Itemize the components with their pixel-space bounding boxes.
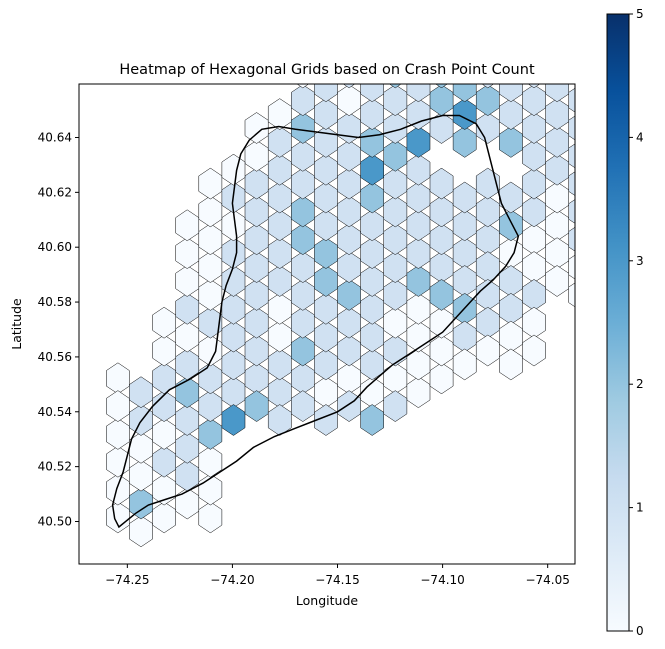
y-tick-label: 40.58 <box>38 295 72 309</box>
hex-cell <box>314 404 338 436</box>
plot-frame <box>78 83 576 565</box>
hex-cell <box>568 171 575 196</box>
hex-cell <box>499 181 523 214</box>
hex-cell <box>314 84 338 103</box>
hex-cell <box>568 143 575 169</box>
y-axis: 40.50 40.52 40.54 40.56 40.58 40.60 40.62 40.64 <box>38 130 79 528</box>
x-axis: −74.25 −74.20 −74.15 −74.10 −74.05 <box>105 564 570 587</box>
hex-cell <box>429 279 454 311</box>
y-tick-label: 40.52 <box>38 460 72 474</box>
y-tick-label: 40.60 <box>38 240 72 254</box>
hex-cell <box>545 265 569 297</box>
colorbar-tick-label: 0 <box>636 624 644 638</box>
y-tick-label: 40.56 <box>38 350 72 364</box>
hex-cell <box>106 362 130 395</box>
hex-cell <box>106 390 130 422</box>
y-axis-label: Latitude <box>9 298 24 350</box>
hex-cell <box>360 84 384 103</box>
hex-cell <box>522 279 546 311</box>
colorbar-tick-label: 3 <box>636 254 644 268</box>
hex-cell <box>389 84 402 89</box>
colorbar-ticks: 0 1 2 3 4 5 <box>629 7 644 638</box>
hex-cell <box>499 348 523 381</box>
x-axis-label: Longitude <box>296 593 358 608</box>
hex-cell <box>452 84 477 103</box>
y-tick-label: 40.50 <box>38 514 72 528</box>
hex-cell <box>429 167 454 200</box>
hex-cell <box>568 199 575 224</box>
hex-cell <box>522 306 546 339</box>
hex-cell <box>568 282 575 308</box>
hex-cell <box>383 390 408 422</box>
hex-cell <box>568 87 575 113</box>
x-tick-label: −74.15 <box>315 573 359 587</box>
colorbar-tick-label: 2 <box>636 377 644 391</box>
hex-cell <box>152 306 176 339</box>
x-tick-label: −74.20 <box>210 573 254 587</box>
x-tick-label: −74.05 <box>525 573 569 587</box>
hex-cell <box>435 84 448 89</box>
hex-cell <box>406 84 431 103</box>
hex-cell <box>267 98 292 130</box>
hex-cell <box>267 404 292 436</box>
hex-cell <box>296 84 310 89</box>
x-tick-label: −74.25 <box>105 573 149 587</box>
hex-cell <box>545 84 569 103</box>
hex-cell <box>452 348 477 381</box>
chart-title: Heatmap of Hexagonal Grids based on Cras… <box>119 62 535 78</box>
hex-cell <box>527 84 541 89</box>
hex-cell <box>342 84 356 89</box>
y-tick-label: 40.62 <box>38 185 72 199</box>
colorbar-tick-label: 4 <box>636 130 644 144</box>
plot-area <box>106 84 575 548</box>
y-tick-label: 40.54 <box>38 405 72 419</box>
hex-cell <box>522 334 546 367</box>
x-tick-label: −74.10 <box>420 573 464 587</box>
colorbar <box>606 13 630 632</box>
hex-cell <box>360 404 384 436</box>
hex-cell <box>221 404 246 436</box>
colorbar-tick-label: 5 <box>636 7 644 21</box>
island-outline <box>111 114 520 529</box>
hex-cell <box>175 209 200 242</box>
hex-cell <box>452 181 477 214</box>
y-tick-label: 40.64 <box>38 130 72 144</box>
colorbar-tick-label: 1 <box>636 501 644 515</box>
hex-cell <box>481 84 494 89</box>
